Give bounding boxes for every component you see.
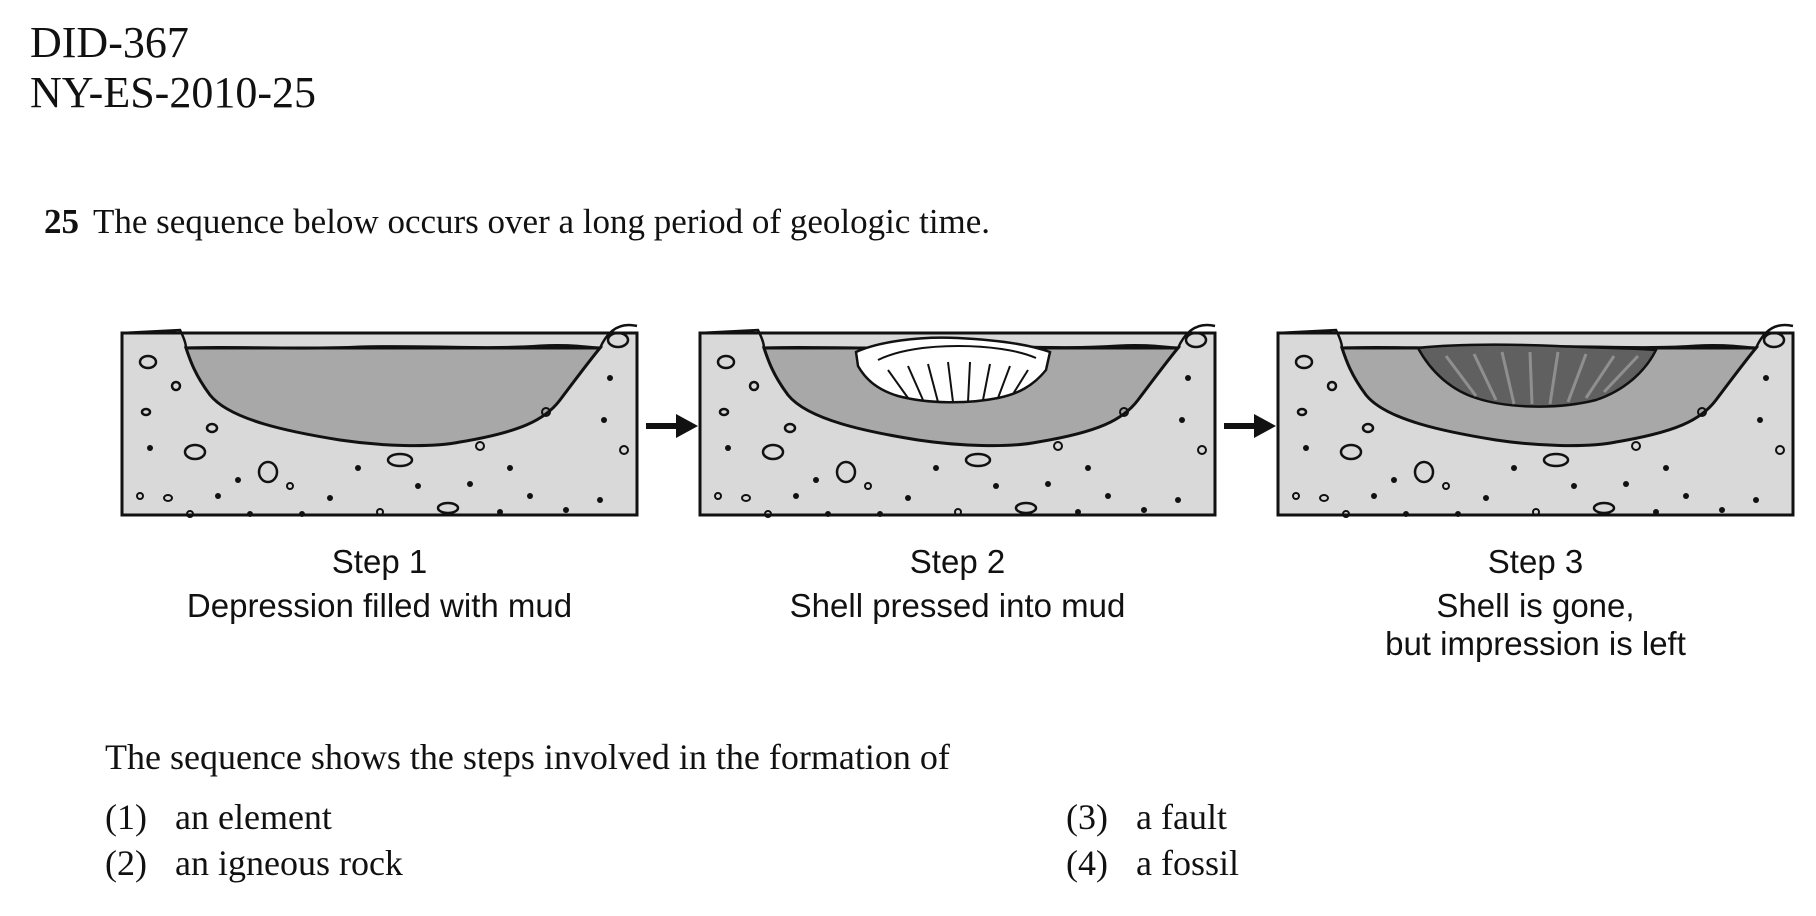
step-2-caption: Step 2 Shell pressed into mud: [700, 543, 1215, 625]
question-prompt: The sequence shows the steps involved in…: [105, 737, 950, 777]
step-3-description-line2: but impression is left: [1385, 625, 1686, 662]
question-stem: 25 The sequence below occurs over a long …: [44, 202, 990, 242]
choice-text: an igneous rock: [175, 843, 403, 883]
step-2-description: Shell pressed into mud: [789, 587, 1126, 624]
choice-number: (3): [1066, 797, 1108, 837]
step-1-description: Depression filled with mud: [186, 587, 573, 624]
step-2-title: Step 2: [909, 543, 1006, 580]
impression-icon: [1416, 343, 1658, 408]
step-1-title: Step 1: [331, 543, 428, 580]
answer-choice-3[interactable]: (3) a fault: [1066, 796, 1227, 838]
step-3-panel: [1276, 323, 1795, 519]
choice-number: (2): [105, 843, 147, 883]
choice-text: an element: [175, 797, 332, 837]
step-3-title: Step 3: [1487, 543, 1584, 580]
step-3-caption: Step 3 Shell is gone, but impression is …: [1278, 543, 1793, 663]
answer-choice-4[interactable]: (4) a fossil: [1066, 842, 1239, 884]
arrow-icon: [1224, 414, 1276, 438]
choice-number: (4): [1066, 843, 1108, 883]
step-1-mud: [183, 346, 604, 448]
document-id-line1: DID-367: [30, 18, 189, 67]
document-id: DID-367 NY-ES-2010-25: [30, 18, 316, 118]
step-2-panel: [698, 323, 1217, 519]
fossil-formation-diagram: [120, 323, 1795, 519]
question-number: 25: [44, 202, 79, 241]
step-3-description-line1: Shell is gone,: [1436, 587, 1635, 624]
shell-icon: [854, 336, 1052, 404]
choice-text: a fault: [1136, 797, 1227, 837]
step-1-caption: Step 1 Depression filled with mud: [122, 543, 637, 625]
choice-text: a fossil: [1136, 843, 1239, 883]
question-stem-text: The sequence below occurs over a long pe…: [93, 202, 991, 241]
answer-choice-1[interactable]: (1) an element: [105, 796, 332, 838]
choice-number: (1): [105, 797, 147, 837]
answer-choice-2[interactable]: (2) an igneous rock: [105, 842, 403, 884]
document-id-line2: NY-ES-2010-25: [30, 68, 316, 117]
step-1-panel: [120, 323, 639, 519]
arrow-icon: [646, 414, 698, 438]
